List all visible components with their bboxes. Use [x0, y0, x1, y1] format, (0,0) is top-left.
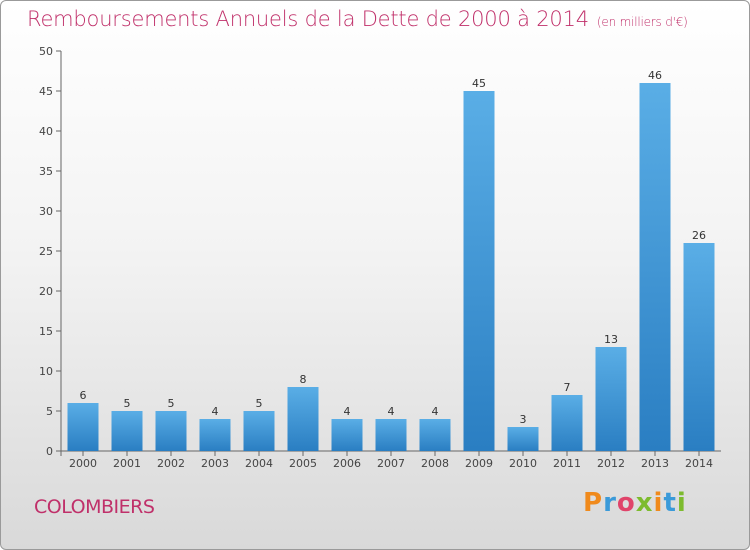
y-tick-label: 30 [39, 205, 53, 218]
y-tick-label: 20 [39, 285, 53, 298]
y-tick-label: 0 [46, 445, 53, 458]
x-tick-label: 2000 [69, 457, 97, 470]
bar-value-label: 46 [648, 69, 662, 82]
bar [375, 419, 407, 451]
x-tick-label: 2006 [333, 457, 361, 470]
x-tick-label: 2011 [553, 457, 581, 470]
bar [243, 411, 275, 451]
x-tick-label: 2004 [245, 457, 273, 470]
bar-value-label: 6 [80, 389, 87, 402]
y-tick-label: 35 [39, 165, 53, 178]
commune-name: COLOMBIERS [34, 496, 155, 518]
bar-value-label: 26 [692, 229, 706, 242]
bar [463, 91, 495, 451]
bar-value-label: 4 [388, 405, 395, 418]
bar [507, 427, 539, 451]
y-tick-label: 25 [39, 245, 53, 258]
x-tick-label: 2012 [597, 457, 625, 470]
bar-value-label: 5 [124, 397, 131, 410]
x-tick-label: 2002 [157, 457, 185, 470]
logo-letter: P [583, 488, 604, 518]
bar [287, 387, 319, 451]
x-tick-label: 2013 [641, 457, 669, 470]
x-tick-label: 2014 [685, 457, 713, 470]
x-tick-label: 2005 [289, 457, 317, 470]
bar-value-label: 4 [432, 405, 439, 418]
bar [551, 395, 583, 451]
bar [683, 243, 715, 451]
bar [595, 347, 627, 451]
logo-letter: i [676, 488, 687, 518]
bar-value-label: 5 [256, 397, 263, 410]
y-tick-label: 10 [39, 365, 53, 378]
logo-letter: i [653, 488, 664, 518]
bar-value-label: 3 [520, 413, 527, 426]
x-tick-label: 2007 [377, 457, 405, 470]
y-tick-label: 45 [39, 85, 53, 98]
x-tick-label: 2001 [113, 457, 141, 470]
bar [67, 403, 99, 451]
y-tick-label: 5 [46, 405, 53, 418]
chart-subtitle: (en milliers d'€) [596, 15, 688, 29]
bar-value-label: 8 [300, 373, 307, 386]
bar-value-label: 45 [472, 77, 486, 90]
x-tick-label: 2009 [465, 457, 493, 470]
x-tick-label: 2008 [421, 457, 449, 470]
bar-value-label: 5 [168, 397, 175, 410]
bar [419, 419, 451, 451]
chart-title: Remboursements Annuels de la Dette de 20… [27, 7, 688, 31]
logo-letter: t [663, 488, 677, 518]
x-tick-label: 2010 [509, 457, 537, 470]
bar [111, 411, 143, 451]
bar [199, 419, 231, 451]
bar [155, 411, 187, 451]
logo-letter: r [603, 488, 617, 518]
y-tick-label: 40 [39, 125, 53, 138]
logo-letter: x [635, 488, 654, 518]
logo-letter: o [616, 488, 636, 518]
bar [639, 83, 671, 451]
y-tick-label: 15 [39, 325, 53, 338]
bar-value-label: 4 [344, 405, 351, 418]
bar-value-label: 7 [564, 381, 571, 394]
proxiti-logo: Proxiti [583, 488, 687, 518]
bar-value-label: 13 [604, 333, 618, 346]
bar [331, 419, 363, 451]
x-tick-label: 2003 [201, 457, 229, 470]
y-tick-label: 50 [39, 45, 53, 58]
title-text: Remboursements Annuels de la Dette de 20… [27, 7, 589, 31]
bar-value-label: 4 [212, 405, 219, 418]
